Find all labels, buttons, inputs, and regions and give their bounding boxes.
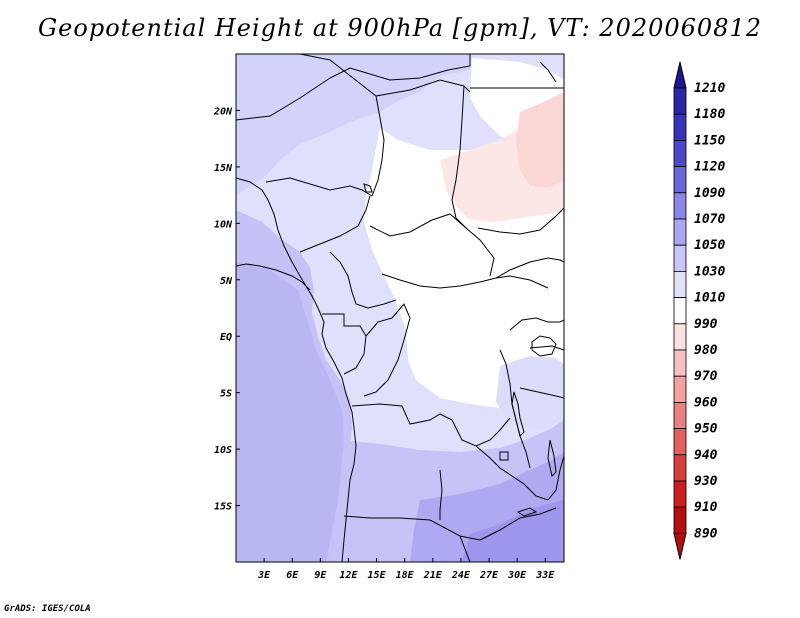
shading-1050-gulf <box>236 262 344 562</box>
colorbar-swatch <box>673 428 687 456</box>
y-tick-label: 5S <box>220 389 232 400</box>
country-boundaries <box>236 54 564 562</box>
y-tick-label: 10S <box>214 445 232 456</box>
border-kenya <box>529 345 564 351</box>
colorbar-swatch <box>673 480 687 508</box>
border-cameroon <box>329 251 397 309</box>
border-mozambique <box>547 455 564 501</box>
coastline-gulf <box>236 263 311 291</box>
coast-north-red-sea <box>539 61 557 83</box>
colorbar-label: 960 <box>694 395 718 410</box>
colorbar-label: 970 <box>694 369 718 384</box>
border-chad-west <box>371 95 385 197</box>
colorbar-label: 980 <box>694 343 718 358</box>
y-tick-label: 15N <box>214 163 233 174</box>
y-tick-label: 20N <box>213 106 233 117</box>
grads-credit: GrADS: IGES/COLA <box>4 604 91 614</box>
shading-1030-lake-zone <box>496 356 564 430</box>
border-south-sudan <box>495 257 564 279</box>
colorbar-swatch <box>673 166 687 194</box>
x-tick-label: 27E <box>479 570 499 581</box>
map-frame <box>235 53 565 563</box>
colorbar-label: 1210 <box>694 81 725 96</box>
x-tick-label: 21E <box>423 570 443 581</box>
colorbar-label: 1050 <box>694 238 725 253</box>
border-drc-south <box>351 403 511 447</box>
colorbar-swatch <box>673 349 687 377</box>
x-tick-label: 15E <box>368 570 387 581</box>
colorbar-swatch <box>673 192 687 220</box>
colorbar-label: 930 <box>694 474 718 489</box>
colorbar-swatch <box>673 113 687 141</box>
y-tick-label: 10N <box>214 219 233 230</box>
border-gabon <box>322 313 367 375</box>
colorbar-swatch <box>673 218 687 246</box>
border-angola-namibia <box>343 515 481 541</box>
colorbar-label: 950 <box>694 422 718 437</box>
colorbar-swatch <box>673 454 687 482</box>
y-tick-label: 15S <box>214 502 232 513</box>
border-uganda <box>509 317 564 331</box>
border-car-south <box>381 273 549 289</box>
colorbar-swatch <box>673 244 687 272</box>
border-tanzania <box>519 387 564 399</box>
x-tick-label: 9E <box>314 570 327 581</box>
colorbar-swatch <box>673 139 687 167</box>
lake-kariba <box>516 507 538 517</box>
colorbar-swatch <box>673 87 687 115</box>
colorbar-top-arrow <box>673 61 687 89</box>
x-tick-label: 3E <box>257 570 271 581</box>
colorbar-label: 990 <box>694 317 718 332</box>
lake-chad <box>363 183 373 193</box>
lake-victoria <box>531 335 557 357</box>
x-axis: 3E 6E 9E 12E 15E 18E 21E 24E 27E 30E 33E <box>257 558 555 581</box>
lake-tanganyika <box>511 391 525 437</box>
colorbar-swatch <box>673 297 687 325</box>
colorbar-swatch <box>673 323 687 351</box>
colorbar-label: 1030 <box>694 264 725 279</box>
colorbar-label: 910 <box>694 500 718 515</box>
colorbar-swatch <box>673 270 687 298</box>
border-angola-zambia <box>439 469 443 520</box>
x-tick-label: 33E <box>535 570 555 581</box>
shading-1090-southeast <box>462 500 564 562</box>
lake-malawi <box>547 439 557 477</box>
colorbar-label: 1010 <box>694 291 725 306</box>
colorbar-bottom-arrow <box>673 532 687 560</box>
border-sudan-ssudan <box>477 207 564 235</box>
x-tick-label: 18E <box>396 570 415 581</box>
colorbar-swatch <box>673 401 687 429</box>
border-congo <box>363 303 411 397</box>
colorbar-label: 1120 <box>694 160 725 175</box>
y-tick-label: 5N <box>220 276 233 287</box>
coastline-west <box>236 177 357 562</box>
colorbar-swatch <box>673 375 687 403</box>
map-title: Geopotential Height at 900hPa [gpm], VT:… <box>38 14 762 42</box>
border-niger-south <box>265 177 373 197</box>
colorbar-label: 1180 <box>694 107 725 122</box>
x-tick-label: 6E <box>286 570 299 581</box>
colorbar-swatch <box>673 506 687 534</box>
border-sudan-chad <box>451 85 467 229</box>
border-mali-niger <box>236 54 471 121</box>
border-car-north <box>369 213 495 277</box>
y-tick-label: EQ <box>220 332 232 343</box>
colorbar-label: 890 <box>694 526 718 541</box>
colorbar: 1210 1180 1150 1120 1090 1070 1050 1030 1010 990 9… <box>673 61 725 560</box>
lake-mweru <box>499 451 509 461</box>
shading-980-sudan-core <box>516 92 564 188</box>
colorbar-label: 940 <box>694 448 718 463</box>
border-zimbabwe <box>479 507 557 541</box>
border-zambia <box>475 445 549 501</box>
y-axis: 20N 15N 10N 5N EQ 5S 10S 15S <box>213 106 240 513</box>
border-botswana <box>459 535 471 562</box>
x-tick-label: 30E <box>507 570 527 581</box>
colorbar-label: 1090 <box>694 186 725 201</box>
x-tick-label: 24E <box>451 570 471 581</box>
colorbar-label: 1070 <box>694 212 725 227</box>
border-nigeria <box>299 195 371 253</box>
x-tick-label: 12E <box>339 570 358 581</box>
colorbar-label: 1150 <box>694 133 725 148</box>
